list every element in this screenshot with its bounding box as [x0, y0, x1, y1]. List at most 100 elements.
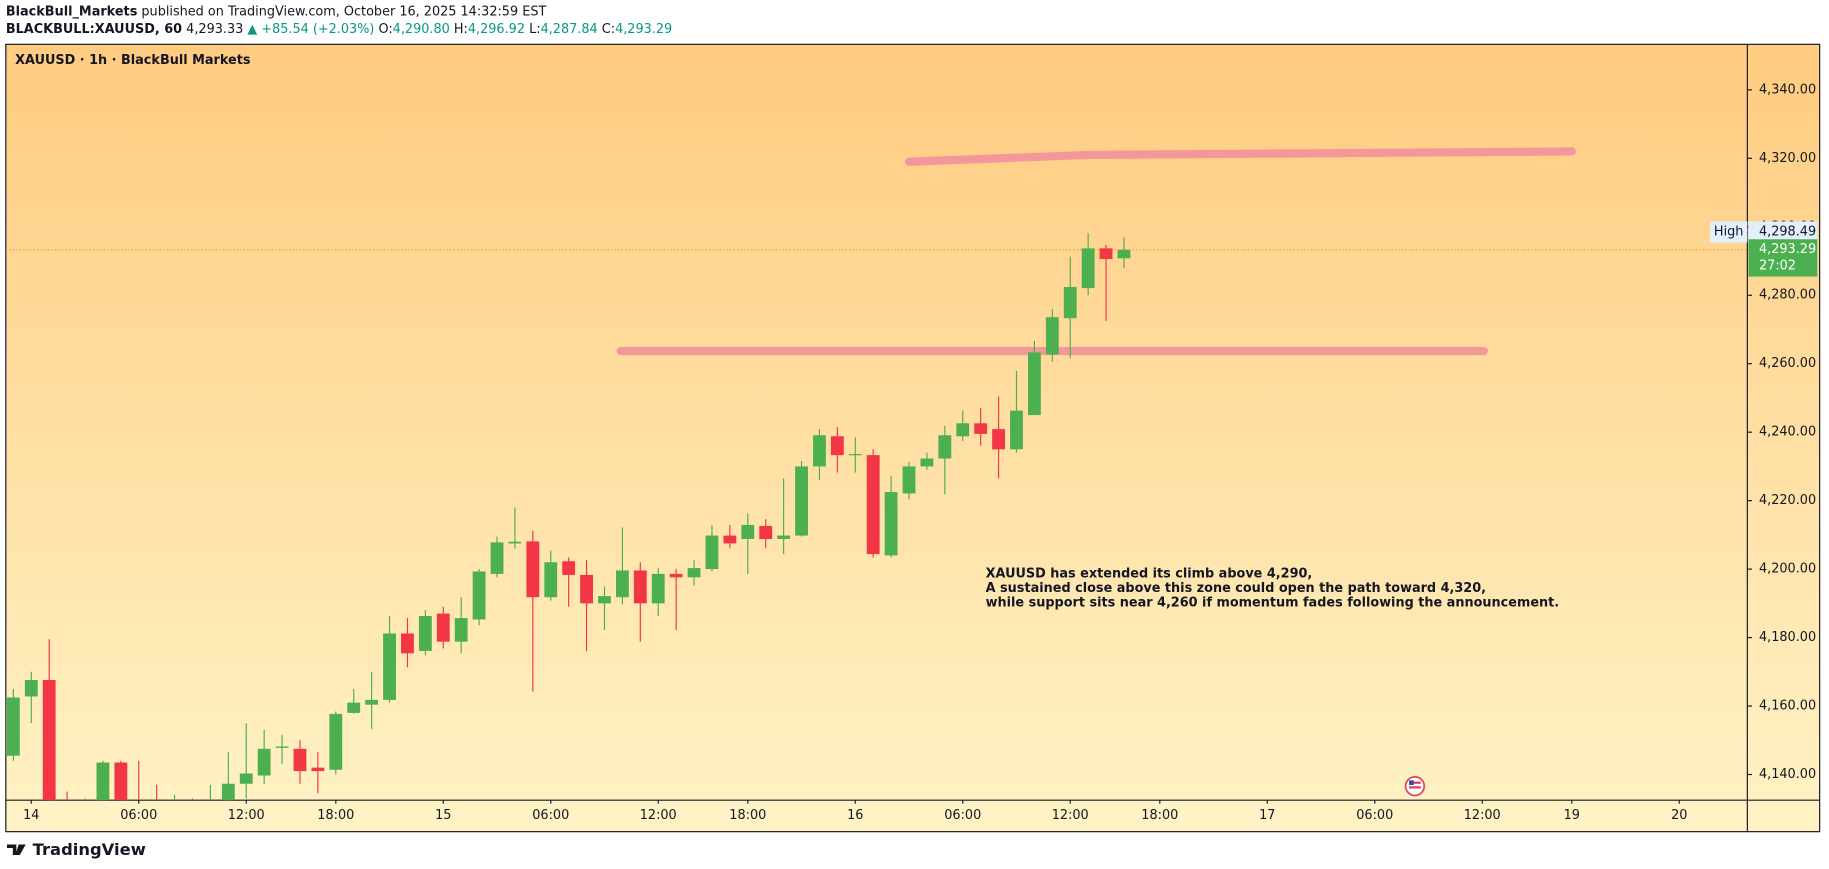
event-icon: [1404, 775, 1426, 797]
y-tick-label: 4,140.00: [1759, 767, 1816, 782]
change: ▲ +85.54 (+2.03%): [247, 22, 374, 37]
x-tick-label: 18:00: [729, 808, 766, 823]
candle-body: [705, 535, 719, 570]
y-tick-label: 4,320.00: [1759, 151, 1816, 166]
chart-frame: [5, 43, 1821, 833]
symbol: BLACKBULL:XAUUSD, 60: [6, 22, 182, 37]
candle-body: [1081, 248, 1095, 289]
plot: [5, 147, 1748, 801]
price: 4,293.33: [186, 22, 243, 37]
y-tick-label: 4,240.00: [1759, 425, 1816, 440]
published: published on TradingView.com, October 16…: [141, 4, 546, 19]
candle-body: [669, 573, 683, 578]
chart-title: XAUUSD · 1h · BlackBull Markets: [15, 53, 251, 68]
x-tick-label: 17: [1259, 808, 1275, 823]
candle-body: [1099, 248, 1113, 259]
candle-body: [401, 633, 414, 654]
header-line-2: BLACKBULL:XAUUSD, 60 4,293.33 ▲ +85.54 (…: [6, 22, 672, 37]
author: BlackBull_Markets: [6, 4, 138, 19]
ohlc-value: 4,293.29: [615, 22, 672, 37]
candle-body: [347, 702, 361, 713]
x-tick-label: 12:00: [640, 808, 677, 823]
candle-body: [418, 616, 432, 651]
candle-body: [96, 762, 110, 801]
last-price-box: [1748, 239, 1818, 277]
candle-body: [777, 535, 791, 539]
x-tick-label: 06:00: [1356, 808, 1393, 823]
candle-body: [902, 466, 916, 494]
y-tick-label: 4,200.00: [1759, 562, 1816, 577]
annotation: A sustained close above this zone could …: [986, 581, 1486, 596]
candle-body: [974, 423, 988, 434]
ohlc-key: L:: [529, 22, 540, 37]
candle-body: [938, 435, 952, 459]
ohlc-value: 4,287.84: [541, 22, 598, 37]
high-value: 4,298.49: [1759, 224, 1816, 239]
x-tick-label: 18:00: [317, 808, 354, 823]
y-tick-label: 4,280.00: [1759, 288, 1816, 303]
header-line-1: BlackBull_Markets published on TradingVi…: [6, 4, 547, 19]
candle-body: [741, 524, 755, 539]
candle-body: [365, 699, 379, 705]
candle-body: [24, 680, 38, 697]
x-tick-label: 16: [847, 808, 863, 823]
candle-body: [1117, 249, 1131, 259]
ohlc-key: O:: [378, 22, 392, 37]
x-tick-label: 15: [435, 808, 451, 823]
candle-body: [544, 562, 558, 598]
y-tick-label: 4,340.00: [1759, 82, 1816, 97]
candle-body: [257, 748, 271, 776]
ohlc-key: C:: [602, 22, 615, 37]
candle-body: [830, 436, 844, 456]
candle-body: [383, 633, 396, 700]
x-tick-label: 18:00: [1141, 808, 1178, 823]
candle-body: [956, 423, 970, 437]
y-tick-label: 4,260.00: [1759, 356, 1816, 371]
annotation: XAUUSD has extended its climb above 4,29…: [986, 566, 1313, 581]
x-tick-label: 20: [1671, 808, 1687, 823]
y-tick-label: 4,220.00: [1759, 493, 1816, 508]
candle-body: [454, 618, 468, 642]
candle-body: [1027, 352, 1041, 416]
candle-body: [866, 455, 880, 555]
logo: [7, 844, 26, 856]
trend-line: [904, 147, 1576, 166]
candle-body: [436, 613, 450, 642]
ohlc-value: 4,290.80: [393, 22, 450, 37]
annotation: while support sits near 4,260 if momentu…: [986, 596, 1560, 611]
candle-body: [651, 573, 665, 604]
candle-body: [1010, 410, 1023, 450]
high-value-box: [1748, 221, 1818, 243]
high-name-box: [1710, 221, 1748, 243]
candle-body: [633, 570, 647, 604]
x-tick-label: 12:00: [1052, 808, 1089, 823]
x-tick-label: 19: [1564, 808, 1580, 823]
ohlc-key: H:: [454, 22, 468, 37]
candle-body: [723, 535, 737, 544]
x-tick-label: 14: [23, 808, 39, 823]
candle-body: [114, 762, 128, 801]
y-tick-label: 4,160.00: [1759, 699, 1816, 714]
candle-body: [813, 435, 826, 467]
candle-body: [6, 697, 20, 756]
candle-body: [992, 429, 1005, 450]
x-tick-label: 06:00: [944, 808, 981, 823]
x-tick-label: 12:00: [228, 808, 265, 823]
last-price-value: 4,293.29: [1759, 242, 1816, 257]
candle-body: [759, 525, 773, 539]
candle-body: [239, 773, 253, 784]
candle-body: [687, 568, 701, 578]
candle-body: [221, 783, 235, 801]
candle-body: [42, 680, 56, 801]
candle-body: [508, 541, 522, 544]
candle-body: [848, 454, 862, 456]
candle-body: [526, 541, 540, 598]
y-tick-label: 4,180.00: [1759, 630, 1816, 645]
countdown: 27:02: [1759, 259, 1796, 274]
candle-body: [293, 748, 307, 772]
candle-body: [920, 458, 934, 467]
candle-body: [615, 570, 629, 598]
candle-body: [311, 767, 325, 772]
brand: TradingView: [33, 840, 146, 859]
